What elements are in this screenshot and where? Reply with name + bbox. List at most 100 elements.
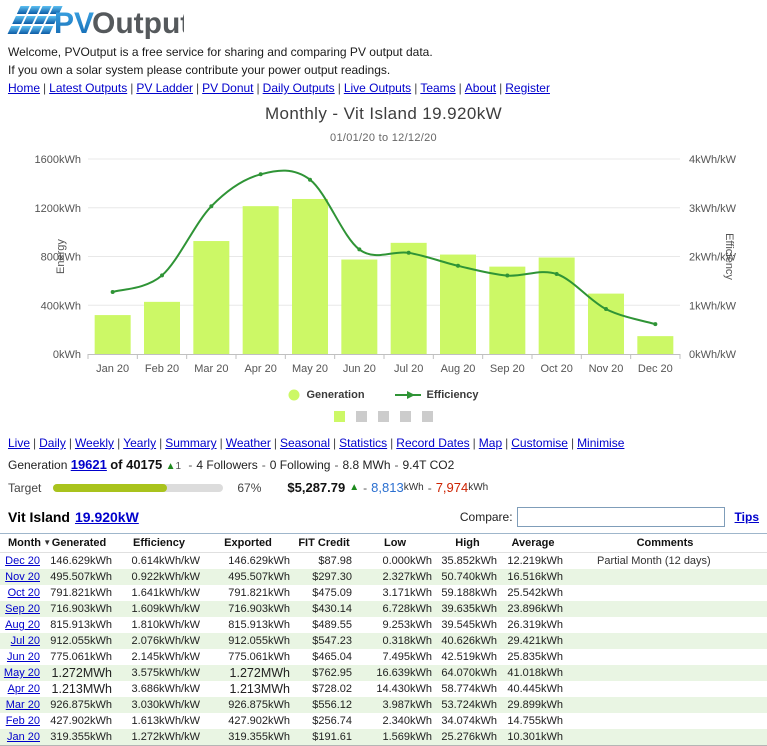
x-axis-label-oct-20: Oct 20 xyxy=(540,363,572,375)
chart-page-square-4[interactable] xyxy=(400,411,411,422)
month-link-feb-20[interactable]: Feb 20 xyxy=(5,715,40,727)
cell-exported: 912.055kWh xyxy=(228,635,290,647)
column-header-month[interactable]: Month ▼ xyxy=(0,533,51,553)
month-link-jul-20[interactable]: Jul 20 xyxy=(10,635,40,647)
efficiency-point-jan-20 xyxy=(110,289,115,294)
chart-tick-label: 2kWh/kW xyxy=(689,252,737,264)
cell-average: 29.421kWh xyxy=(507,635,563,647)
cell-high: 39.635kWh xyxy=(441,603,497,615)
stats-items: -4 Followers -0 Following -8.8 MWh -9.4T CO… xyxy=(184,458,454,472)
x-axis-label-jan-20: Jan 20 xyxy=(96,363,129,375)
generation-bar-aug-20 xyxy=(440,254,476,354)
system-header-row: Vit Island 19.920kW Compare: Tips xyxy=(0,507,767,533)
cell-average: 25.542kWh xyxy=(507,587,563,599)
subnav-link-yearly[interactable]: Yearly xyxy=(123,436,157,450)
cell-efficiency: 1.810kWh/kW xyxy=(131,619,200,631)
cell-efficiency: 1.272kWh/kW xyxy=(131,731,200,743)
cell-low: 14.430kWh xyxy=(376,683,432,695)
subnav-link-map[interactable]: Map xyxy=(478,436,503,450)
nav-link-daily-outputs[interactable]: Daily Outputs xyxy=(262,81,335,95)
cell-fit-credit: $191.61 xyxy=(312,731,352,743)
cell-high: 50.740kWh xyxy=(441,571,497,583)
nav-link-pv-donut[interactable]: PV Donut xyxy=(202,81,254,95)
subnav-link-record-dates[interactable]: Record Dates xyxy=(396,436,470,450)
nav-separator: | xyxy=(219,436,223,450)
efficiency-point-jul-20 xyxy=(406,250,411,255)
x-axis-label-mar-20: Mar 20 xyxy=(194,363,228,375)
subnav-link-weekly[interactable]: Weekly xyxy=(74,436,115,450)
rank-link[interactable]: 19621 xyxy=(70,457,107,472)
separator: - xyxy=(261,458,266,472)
cell-low: 3.987kWh xyxy=(382,699,432,711)
stats-prefix: Generation xyxy=(8,458,68,472)
month-link-aug-20[interactable]: Aug 20 xyxy=(5,619,40,631)
month-link-jan-20[interactable]: Jan 20 xyxy=(6,731,40,743)
cell-low: 0.318kWh xyxy=(382,635,432,647)
column-header-exported[interactable]: Exported xyxy=(206,533,296,553)
cell-low: 9.253kWh xyxy=(382,619,432,631)
tips-link[interactable]: Tips xyxy=(734,510,759,524)
column-header-generated[interactable]: Generated xyxy=(46,533,118,553)
nav-link-about[interactable]: About xyxy=(464,81,497,95)
nav-link-home[interactable]: Home xyxy=(8,81,41,95)
nav-separator: | xyxy=(337,81,341,95)
nav-link-pv-ladder[interactable]: PV Ladder xyxy=(136,81,194,95)
subnav-link-summary[interactable]: Summary xyxy=(165,436,217,450)
legend-generation[interactable]: Generation xyxy=(288,389,365,401)
cell-comments xyxy=(569,713,767,729)
chart-page-square-1[interactable] xyxy=(334,411,345,422)
efficiency-point-jun-20 xyxy=(357,247,362,252)
legend-efficiency[interactable]: Efficiency xyxy=(394,389,479,401)
month-link-oct-20[interactable]: Oct 20 xyxy=(7,587,40,599)
subnav-link-minimise[interactable]: Minimise xyxy=(577,436,625,450)
month-link-nov-20[interactable]: Nov 20 xyxy=(5,571,40,583)
nav-link-live-outputs[interactable]: Live Outputs xyxy=(343,81,412,95)
subnav-link-live[interactable]: Live xyxy=(8,436,31,450)
monthly-output-table: Month ▼ Generated Efficiency Exported FIT Cr… xyxy=(0,533,767,746)
month-link-dec-20[interactable]: Dec 20 xyxy=(5,555,40,567)
column-header-comments[interactable]: Comments xyxy=(569,533,767,553)
cell-exported: 1.213MWh xyxy=(229,682,290,696)
x-axis-label-aug-20: Aug 20 xyxy=(441,363,476,375)
generation-bar-jun-20 xyxy=(341,259,378,354)
month-link-apr-20[interactable]: Apr 20 xyxy=(7,683,40,695)
efficiency-point-dec-20 xyxy=(653,322,658,327)
subnav-link-customise[interactable]: Customise xyxy=(511,436,568,450)
subnav-link-seasonal[interactable]: Seasonal xyxy=(279,436,331,450)
month-link-jun-20[interactable]: Jun 20 xyxy=(6,651,40,663)
column-header-average[interactable]: Average xyxy=(503,533,569,553)
x-axis-label-jun-20: Jun 20 xyxy=(343,363,376,375)
cell-exported: 1.272MWh xyxy=(229,666,290,680)
cell-fit-credit: $256.74 xyxy=(312,715,352,727)
nav-link-latest-outputs[interactable]: Latest Outputs xyxy=(49,81,128,95)
column-header-efficiency[interactable]: Efficiency xyxy=(118,533,206,553)
subnav-link-weather[interactable]: Weather xyxy=(225,436,271,450)
nav-separator: | xyxy=(130,81,134,95)
cell-generated: 775.061kWh xyxy=(50,651,112,663)
nav-link-register[interactable]: Register xyxy=(505,81,550,95)
chart-page-square-5[interactable] xyxy=(422,411,433,422)
column-header-fit-credit[interactable]: FIT Credit xyxy=(296,533,358,553)
subnav-link-statistics[interactable]: Statistics xyxy=(339,436,388,450)
y-axis-label-energy: Energy xyxy=(55,239,67,274)
nav-link-teams[interactable]: Teams xyxy=(420,81,456,95)
generation-bar-nov-20 xyxy=(588,293,624,354)
chart-tick-label: 800kWh xyxy=(41,252,81,264)
compare-input[interactable] xyxy=(516,507,725,527)
chart-page-square-3[interactable] xyxy=(378,411,389,422)
chart-tick-label: 1200kWh xyxy=(35,203,81,215)
subnav-link-daily[interactable]: Daily xyxy=(39,436,66,450)
month-link-sep-20[interactable]: Sep 20 xyxy=(5,603,40,615)
legend-efficiency-label: Efficiency xyxy=(426,389,479,401)
column-header-high[interactable]: High xyxy=(438,533,503,553)
logo-output-text: Output xyxy=(92,7,184,40)
nav-separator: | xyxy=(505,436,509,450)
cell-comments xyxy=(569,633,767,649)
month-link-may-20[interactable]: May 20 xyxy=(3,667,40,679)
chart-page-square-2[interactable] xyxy=(356,411,367,422)
system-size-link[interactable]: 19.920kW xyxy=(74,509,139,525)
pvoutput-logo[interactable]: PV Output xyxy=(6,3,190,41)
cell-exported: 775.061kWh xyxy=(228,651,290,663)
column-header-low[interactable]: Low xyxy=(358,533,438,553)
month-link-mar-20[interactable]: Mar 20 xyxy=(5,699,40,711)
